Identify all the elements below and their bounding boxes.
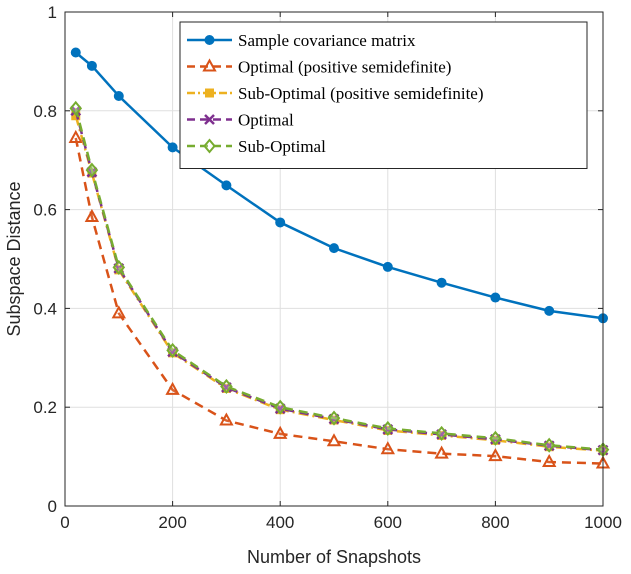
data-point (166, 342, 179, 358)
y-tick-label: 0.2 (33, 398, 57, 417)
data-point (165, 381, 180, 395)
series-5 (69, 100, 610, 458)
data-point (542, 437, 556, 453)
data-point (167, 142, 178, 153)
y-tick-label: 0.8 (33, 102, 57, 121)
x-tick-label: 800 (481, 513, 509, 532)
data-point (86, 60, 97, 71)
data-point (273, 399, 287, 415)
data-point (221, 180, 232, 191)
legend-label: Optimal (positive semidefinite) (238, 58, 451, 77)
series-group (68, 47, 611, 469)
legend-label: Sub-Optimal (238, 137, 326, 156)
legend-entry: Optimal (187, 111, 294, 130)
tick-labels: 0 200 400 600 800 1000 0 0.2 0.4 0.6 0.8 1 (33, 3, 622, 532)
data-point (436, 277, 447, 288)
data-point (84, 208, 100, 223)
data-point (434, 445, 449, 459)
data-point (70, 47, 81, 58)
data-point (327, 410, 341, 426)
y-tick-label: 1 (48, 3, 57, 22)
series-1 (70, 47, 608, 324)
data-point (219, 412, 234, 426)
data-point (220, 378, 233, 395)
data-point (85, 162, 99, 178)
legend-entry: Optimal (positive semidefinite) (187, 58, 451, 77)
data-point (326, 433, 342, 447)
x-tick-label: 0 (60, 513, 69, 532)
data-point (382, 261, 393, 272)
data-point (113, 90, 124, 101)
legend-marker (203, 138, 216, 154)
data-point (275, 217, 286, 228)
y-tick-label: 0.4 (33, 299, 57, 318)
data-point (489, 430, 502, 446)
x-axis-title: Number of Snapshots (247, 547, 421, 567)
legend-entry: Sample covariance matrix (187, 31, 416, 50)
x-tick-label: 600 (374, 513, 402, 532)
y-tick-label: 0 (48, 497, 57, 516)
y-axis-title: Subspace Distance (4, 181, 24, 336)
legend-label: Sample covariance matrix (238, 31, 416, 50)
series-line (74, 137, 604, 465)
x-tick-label: 1000 (584, 513, 622, 532)
data-point (490, 292, 501, 303)
series-line (74, 51, 604, 320)
data-point (68, 129, 83, 143)
legend-entry: Sub-Optimal (positive semidefinite) (187, 84, 484, 103)
legend: Sample covariance matrix Optimal (positiv… (179, 21, 588, 169)
legend-marker (204, 35, 215, 45)
data-point (329, 243, 339, 254)
legend-marker (204, 114, 215, 125)
data-point (273, 425, 288, 439)
data-point (488, 448, 503, 462)
data-point (380, 441, 395, 455)
legend-box (179, 21, 588, 169)
data-point (111, 305, 126, 319)
x-tick-label: 200 (158, 513, 186, 532)
x-tick-label: 400 (266, 513, 294, 532)
data-point (544, 305, 555, 316)
series-2 (68, 129, 611, 469)
y-tick-label: 0.6 (33, 201, 57, 220)
data-point (69, 100, 83, 116)
legend-label: Optimal (238, 111, 294, 130)
plot-frame (64, 11, 604, 507)
legend-entry: Sub-Optimal (187, 137, 326, 156)
data-point (112, 259, 126, 275)
legend-marker (202, 58, 217, 72)
data-point (435, 425, 448, 441)
data-point (381, 420, 395, 437)
data-point (542, 453, 557, 468)
series-line (74, 108, 604, 451)
legend-label: Sub-Optimal (positive semidefinite) (238, 84, 484, 103)
legend-marker (205, 88, 214, 98)
